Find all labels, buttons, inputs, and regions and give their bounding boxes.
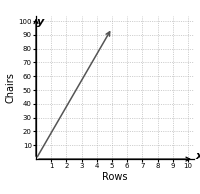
Text: y: y — [37, 17, 44, 27]
X-axis label: Rows: Rows — [102, 172, 128, 182]
Text: x: x — [196, 151, 200, 161]
Y-axis label: Chairs: Chairs — [6, 72, 16, 103]
